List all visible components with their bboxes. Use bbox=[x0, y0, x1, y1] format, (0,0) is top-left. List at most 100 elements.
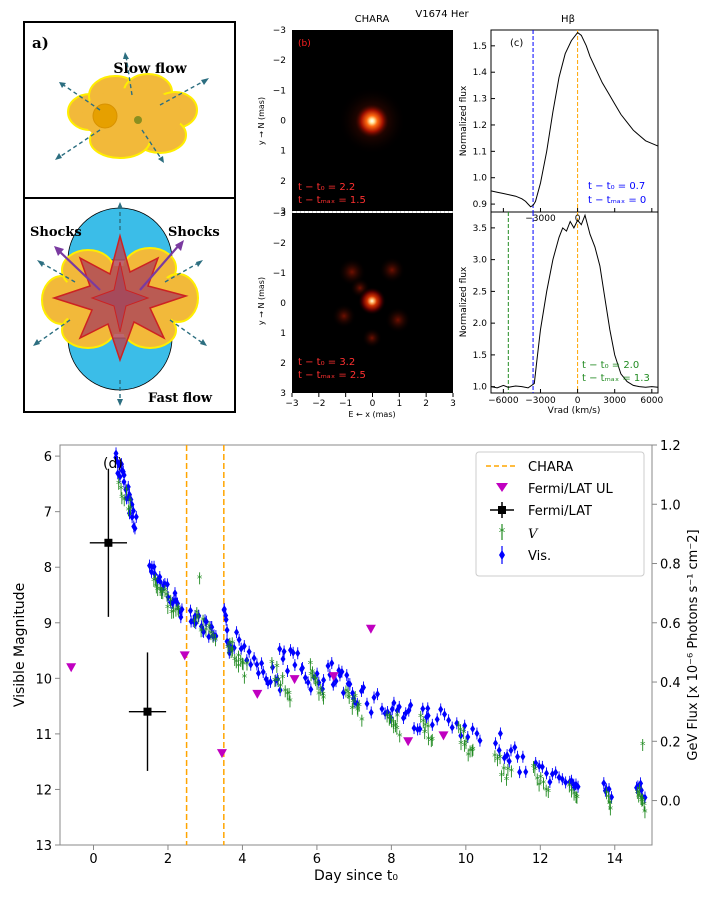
v-band-marker: * bbox=[206, 621, 212, 634]
v-band-marker: * bbox=[275, 675, 281, 688]
v-band-marker: * bbox=[244, 658, 250, 671]
v-band-marker: * bbox=[391, 721, 397, 734]
v-band-marker: * bbox=[343, 685, 349, 698]
v-band-point: * bbox=[310, 666, 316, 679]
v-band-point: * bbox=[389, 715, 395, 728]
v-band-marker: * bbox=[397, 730, 403, 743]
panel-d-y2tick: 0.6 bbox=[660, 617, 681, 632]
panel-c-bottom-ytick: 1.0 bbox=[473, 383, 488, 393]
panel-c-bottom-xtick: −3000 bbox=[525, 396, 556, 406]
v-band-marker: * bbox=[425, 721, 431, 734]
panel-b-xtick: 2 bbox=[423, 399, 429, 409]
slow-flow-arrows bbox=[55, 52, 209, 163]
panel-b-ytick-top: 3 bbox=[280, 207, 286, 217]
v-band-point: * bbox=[467, 745, 473, 758]
vis-marker bbox=[254, 660, 260, 669]
vis-point bbox=[187, 604, 193, 617]
vis-marker bbox=[246, 647, 252, 656]
v-band-point: * bbox=[311, 672, 317, 685]
vis-marker bbox=[339, 667, 345, 676]
v-band-point: * bbox=[118, 482, 124, 496]
v-band-point: * bbox=[470, 743, 476, 757]
vis-point bbox=[536, 760, 542, 773]
v-band-marker: * bbox=[285, 688, 291, 701]
vis-marker bbox=[308, 685, 314, 694]
panel-d-ytick: 8 bbox=[44, 561, 52, 576]
v-band-marker: * bbox=[282, 685, 288, 698]
v-band-marker: * bbox=[384, 710, 390, 723]
v-band-marker: * bbox=[127, 496, 133, 509]
v-band-point: * bbox=[567, 780, 573, 793]
vis-point bbox=[429, 718, 435, 731]
vis-point bbox=[305, 676, 311, 689]
panel-c-bottom-xtick: 3000 bbox=[603, 396, 626, 406]
panel-b-ytick-bottom: −3 bbox=[273, 209, 286, 219]
v-band-point: * bbox=[232, 653, 238, 667]
vis-marker bbox=[344, 671, 350, 680]
v-band-marker: * bbox=[569, 785, 575, 798]
vis-marker bbox=[520, 752, 526, 761]
v-band-point: * bbox=[346, 691, 352, 705]
vis-point bbox=[442, 708, 448, 721]
panel-d-y2tick: 0.2 bbox=[660, 735, 681, 750]
vis-point bbox=[492, 737, 498, 750]
vis-point bbox=[196, 609, 202, 622]
panel-b-ytick-top: −2 bbox=[273, 56, 286, 66]
vis-point bbox=[259, 657, 265, 670]
vis-point bbox=[329, 657, 335, 670]
vis-point bbox=[474, 727, 480, 740]
vis-point bbox=[255, 667, 261, 680]
v-band-point: * bbox=[422, 727, 428, 740]
v-band-marker: * bbox=[198, 625, 204, 638]
vis-point bbox=[284, 665, 290, 678]
shocks-right-label: Shocks bbox=[168, 225, 220, 240]
legend-fermi-swatch bbox=[490, 502, 514, 518]
v-band-point: * bbox=[116, 477, 122, 491]
v-band-marker: * bbox=[543, 785, 549, 798]
v-band-point: * bbox=[124, 484, 130, 498]
fermi-ul-marker bbox=[365, 624, 376, 634]
v-band-marker: * bbox=[169, 607, 175, 620]
v-band-point: * bbox=[456, 721, 462, 734]
v-band-marker: * bbox=[567, 780, 573, 793]
legend-vis-label: Vis. bbox=[528, 549, 551, 564]
vis-point bbox=[270, 661, 276, 674]
v-band-point: * bbox=[155, 584, 161, 597]
vis-marker bbox=[340, 688, 346, 697]
vis-marker bbox=[255, 669, 261, 678]
vis-marker bbox=[523, 767, 529, 776]
v-band-marker: * bbox=[492, 750, 498, 763]
header-object: V1674 Her bbox=[415, 9, 469, 20]
vis-marker bbox=[379, 704, 385, 713]
vis-point bbox=[192, 610, 198, 623]
vis-marker bbox=[434, 715, 440, 724]
vis-marker bbox=[442, 710, 448, 719]
vis-marker bbox=[277, 645, 283, 654]
slow-flow-label: Slow flow bbox=[113, 61, 187, 77]
panel-d: 0 2 4 6 8 10 12 14 6 7 8 9 10 11 12 13 0.0 0.2 0.4 0.6 0.8 1.… bbox=[12, 439, 701, 884]
legend-box bbox=[475, 451, 645, 577]
v-band-marker: * bbox=[532, 764, 538, 777]
vis-marker bbox=[179, 605, 185, 614]
vis-marker bbox=[470, 724, 476, 733]
legend: CHARA Fermi/LAT UL Fermi/LAT * V Vis. bbox=[475, 451, 645, 577]
v-band-marker: * bbox=[463, 737, 469, 750]
v-band-point: * bbox=[636, 790, 642, 804]
panel-b-ytick-bottom: 1 bbox=[280, 329, 286, 339]
vis-marker bbox=[280, 655, 286, 664]
v-band-point: * bbox=[203, 624, 209, 637]
vis-point bbox=[434, 713, 440, 726]
fermi-ul-marker bbox=[438, 731, 449, 741]
v-band-point: * bbox=[316, 688, 322, 702]
v-band-marker: * bbox=[208, 628, 214, 641]
fermi-ul-marker bbox=[403, 737, 414, 747]
vis-point bbox=[547, 776, 553, 789]
vis-marker bbox=[290, 648, 296, 657]
v-band-point: * bbox=[278, 680, 284, 694]
fermi-ul-marker bbox=[66, 663, 77, 673]
vis-marker bbox=[118, 460, 124, 469]
fast-flow-arrows bbox=[33, 202, 207, 406]
vis-marker bbox=[133, 512, 139, 521]
v-band-marker: * bbox=[637, 784, 643, 797]
panel-b-top-epoch-1: t − t₀ = 2.2 bbox=[298, 182, 355, 193]
